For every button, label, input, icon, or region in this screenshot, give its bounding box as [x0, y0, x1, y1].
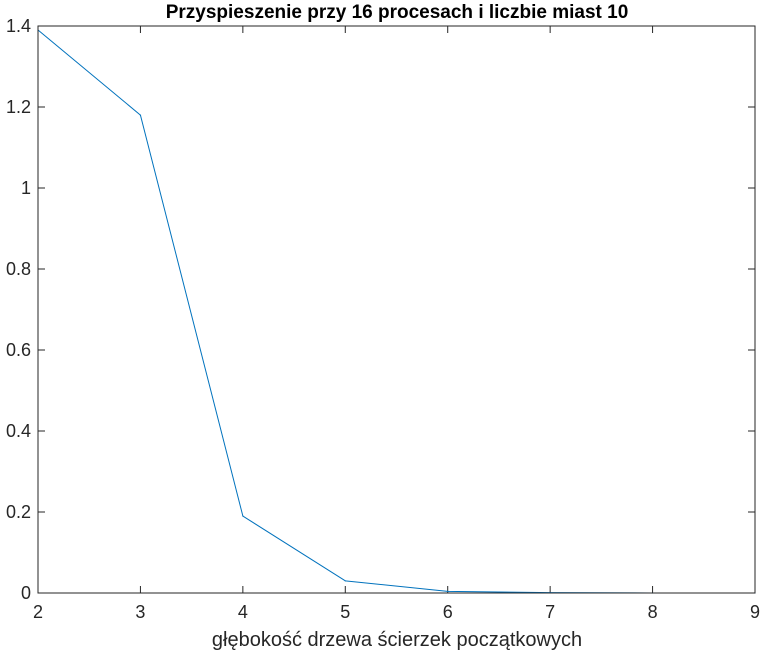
x-tick-label: 6	[443, 602, 453, 622]
data-point	[344, 580, 346, 582]
y-tick-label: 0	[21, 583, 31, 603]
data-point	[242, 515, 244, 517]
chart-title: Przyspieszenie przy 16 procesach i liczb…	[166, 2, 629, 23]
y-tick-label: 1.4	[6, 16, 31, 36]
series-layer	[37, 29, 756, 594]
y-tick-label: 1.2	[6, 97, 31, 117]
x-axis-ticks: 2 3 4 5 6 7 8 9	[33, 26, 760, 622]
y-axis-ticks: 0 0.2 0.4 0.6 0.8 1 1.2 1.4	[6, 16, 755, 603]
y-tick-label: 0.4	[6, 421, 31, 441]
x-tick-label: 8	[648, 602, 658, 622]
data-point	[139, 114, 142, 116]
x-axis-label: głębokość drzewa ścierzek początkowych	[212, 629, 582, 651]
x-tick-label: 2	[33, 602, 43, 622]
x-tick-label: 4	[238, 602, 248, 622]
y-tick-label: 0.6	[6, 340, 31, 360]
x-tick-label: 9	[750, 602, 760, 622]
x-tick-label: 5	[340, 602, 350, 622]
x-tick-label: 7	[545, 602, 555, 622]
plot-area-frame	[37, 25, 756, 594]
y-tick-label: 1	[21, 178, 31, 198]
data-point	[447, 590, 449, 592]
x-tick-label: 3	[135, 602, 145, 622]
y-tick-label: 0.8	[6, 259, 31, 279]
y-tick-label: 0.2	[6, 502, 31, 522]
series-line	[37, 29, 755, 594]
